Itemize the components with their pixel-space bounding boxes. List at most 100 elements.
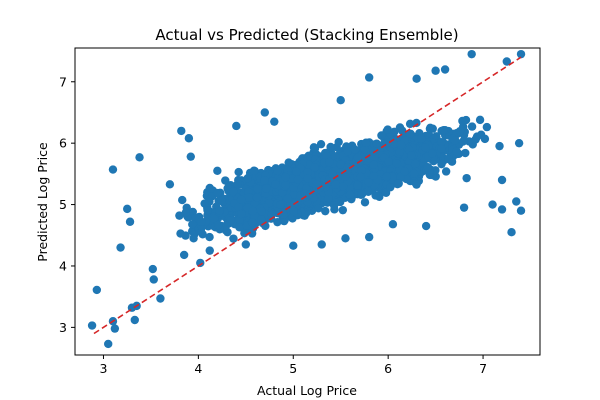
data-point — [310, 144, 320, 153]
data-point — [217, 196, 226, 206]
data-point — [497, 205, 507, 214]
data-point — [423, 163, 433, 172]
data-point — [328, 170, 337, 179]
data-point — [271, 180, 280, 189]
data-point — [188, 220, 197, 229]
data-point — [236, 195, 246, 204]
data-point — [364, 73, 374, 82]
data-point — [196, 217, 206, 227]
data-point — [149, 275, 158, 284]
data-point — [92, 285, 102, 295]
data-point — [284, 158, 293, 167]
data-point — [377, 131, 386, 140]
data-point — [175, 211, 184, 220]
data-point — [228, 187, 238, 196]
data-point — [412, 118, 421, 128]
data-points — [87, 49, 526, 349]
data-point — [512, 197, 521, 206]
data-point — [270, 117, 279, 126]
data-point — [412, 180, 421, 189]
x-tick-label: 4 — [194, 361, 202, 376]
data-point — [437, 144, 446, 153]
data-point — [276, 200, 285, 210]
data-point — [331, 180, 341, 189]
data-point — [338, 205, 348, 215]
data-point — [122, 204, 132, 214]
data-point — [135, 153, 144, 162]
data-point — [314, 204, 323, 213]
data-point — [360, 145, 370, 154]
data-point — [421, 221, 431, 231]
data-point — [213, 188, 222, 198]
data-point — [409, 169, 419, 178]
data-point — [357, 166, 366, 175]
data-point — [425, 124, 435, 134]
data-point — [241, 240, 251, 249]
data-point — [341, 234, 350, 243]
data-point — [205, 246, 214, 255]
data-point — [437, 159, 446, 169]
data-point — [178, 195, 187, 205]
data-point — [395, 147, 405, 157]
data-point — [177, 126, 186, 136]
data-point — [350, 145, 360, 154]
data-point — [440, 65, 450, 74]
y-tick-label: 5 — [59, 197, 67, 212]
data-point — [247, 218, 257, 227]
data-point — [181, 208, 190, 217]
data-point — [400, 167, 409, 176]
data-point — [450, 136, 460, 145]
data-point — [293, 175, 303, 184]
data-point — [165, 180, 175, 189]
data-point — [260, 108, 269, 117]
data-point — [130, 315, 139, 325]
data-point — [289, 190, 298, 199]
data-point — [417, 134, 426, 143]
data-point — [249, 166, 259, 175]
data-point — [455, 126, 465, 136]
x-tick-label: 7 — [479, 361, 487, 376]
data-point — [471, 135, 480, 144]
data-point — [340, 172, 350, 181]
data-point — [243, 174, 252, 183]
data-point — [222, 220, 231, 230]
data-point — [394, 179, 403, 188]
data-point — [196, 258, 205, 268]
data-point — [390, 127, 399, 136]
y-axis-label: Predicted Log Price — [35, 142, 50, 262]
data-point — [439, 125, 448, 135]
data-point — [325, 157, 334, 167]
data-point — [244, 193, 253, 202]
data-point — [372, 139, 381, 148]
data-point — [234, 202, 243, 212]
data-point — [427, 149, 437, 158]
data-point — [186, 152, 195, 161]
data-point — [234, 167, 243, 177]
data-point — [110, 324, 120, 333]
data-point — [431, 66, 440, 75]
data-point — [412, 74, 421, 83]
data-point — [321, 206, 330, 216]
data-point — [396, 140, 406, 150]
data-point — [420, 143, 430, 152]
data-point — [392, 159, 402, 168]
data-point — [256, 215, 266, 224]
y-tick-label: 6 — [59, 136, 67, 151]
data-point — [233, 179, 242, 189]
data-point — [223, 227, 232, 237]
data-point — [232, 121, 241, 131]
data-point — [364, 177, 373, 187]
data-point — [324, 194, 333, 203]
data-point — [476, 130, 486, 139]
data-point — [104, 339, 113, 349]
data-point — [253, 184, 262, 194]
data-point — [467, 122, 477, 131]
data-point — [475, 115, 485, 125]
data-point — [502, 57, 511, 66]
data-point — [116, 243, 125, 252]
data-point — [369, 160, 378, 170]
data-point — [369, 171, 378, 180]
data-point — [357, 190, 366, 199]
data-point — [461, 148, 470, 158]
